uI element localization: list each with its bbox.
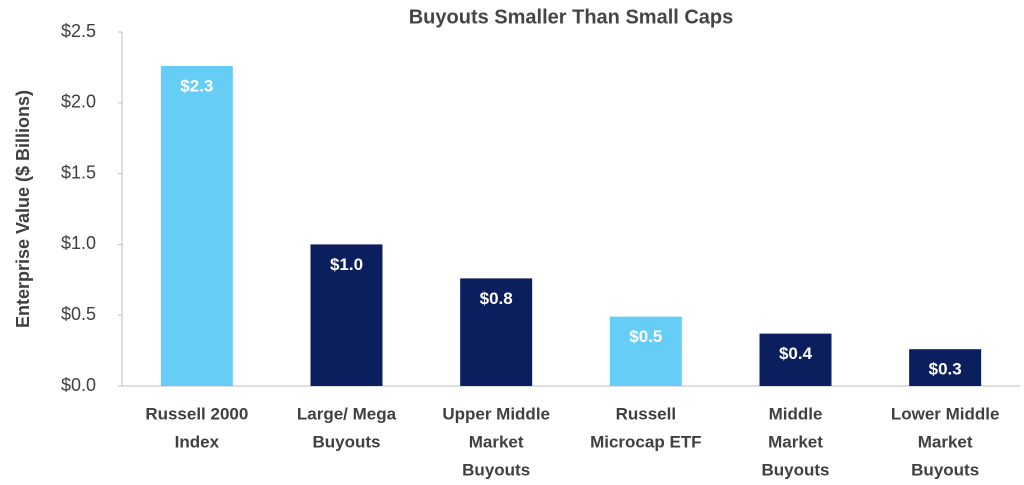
x-tick-label: Upper Middle [442, 404, 550, 423]
x-tick-label: Microcap ETF [590, 432, 701, 451]
value-label: $1.0 [330, 255, 363, 274]
y-axis-label: Enterprise Value ($ Billions) [13, 90, 33, 328]
y-tick-label: $1.5 [61, 162, 96, 182]
value-label: $0.8 [480, 289, 513, 308]
y-tick-label: $2.0 [61, 92, 96, 112]
x-tick-label: Large/ Mega [297, 404, 397, 423]
x-tick-label: Market [918, 432, 973, 451]
value-label: $0.3 [929, 360, 962, 379]
value-label: $2.3 [180, 76, 213, 95]
value-label: $0.4 [779, 344, 813, 363]
chart-title: Buyouts Smaller Than Small Caps [409, 6, 734, 28]
x-tick-label: Lower Middle [891, 404, 1000, 423]
x-tick-label: Buyouts [462, 460, 530, 479]
x-tick-label: Buyouts [762, 460, 830, 479]
bar [310, 244, 383, 386]
x-tick-label: Market [768, 432, 823, 451]
bar [160, 65, 233, 386]
y-tick-label: $2.5 [61, 21, 96, 41]
x-tick-label: Middle [769, 404, 823, 423]
bar [609, 316, 682, 386]
x-tick-label: Russell 2000 [145, 404, 248, 423]
x-tick-label: Market [469, 432, 524, 451]
bar [759, 333, 832, 386]
value-label: $0.5 [629, 327, 662, 346]
bar [909, 349, 982, 386]
bar [460, 278, 533, 386]
y-tick-label: $0.5 [61, 304, 96, 324]
y-tick-label: $0.0 [61, 375, 96, 395]
x-tick-label: Index [175, 432, 220, 451]
x-tick-label: Russell [616, 404, 676, 423]
x-tick-label: Buyouts [313, 432, 381, 451]
y-tick-label: $1.0 [61, 233, 96, 253]
x-tick-label: Buyouts [911, 460, 979, 479]
